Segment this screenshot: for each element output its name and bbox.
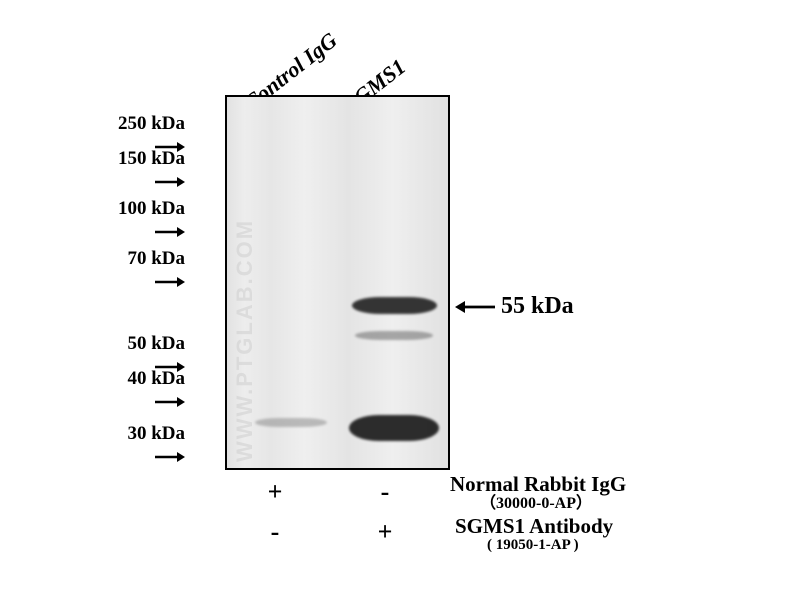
arrow-right-icon [155,226,185,238]
arrow-right-icon [155,176,185,188]
arrow-right-icon [155,396,185,408]
figure-container: Control IgG SGMS1 WWW.PTGLAB.COM 250 kDa… [95,15,705,575]
ladder-text: 100 kDa [118,198,185,219]
ladder-text: 30 kDa [127,423,185,444]
arrow-right-icon [155,276,185,288]
ladder-150: 150 kDa [95,148,185,192]
reagent-name: SGMS1 Antibody [455,514,613,538]
ladder-text: 40 kDa [127,368,185,389]
pm-r1c0: - [260,517,290,547]
pm-r0c0: + [260,477,290,507]
ladder-30: 30 kDa [95,423,185,467]
reagent-name: Normal Rabbit IgG [450,472,626,496]
ladder-text: 150 kDa [118,148,185,169]
reagent-normal-rabbit-igg: Normal Rabbit IgG （30000-0-AP） [450,473,626,513]
band-sgms1-30kda [349,415,439,441]
ladder-text: 70 kDa [127,248,185,269]
blot-membrane: WWW.PTGLAB.COM [225,95,450,470]
reagent-catalog: ( 19050-1-AP ) [455,538,613,554]
arrow-left-icon [455,300,495,314]
ladder-text: 50 kDa [127,333,185,354]
detected-text: 55 kDa [501,293,574,319]
reagent-catalog: （30000-0-AP） [450,496,626,513]
watermark-text: WWW.PTGLAB.COM [232,132,258,462]
ladder-text: 250 kDa [118,113,185,134]
arrow-right-icon [155,451,185,463]
ladder-40: 40 kDa [95,368,185,412]
pm-r0c1: - [370,477,400,507]
reagent-sgms1-antibody: SGMS1 Antibody ( 19050-1-AP ) [455,515,613,554]
band-sgms1-50kda-faint [355,331,433,340]
band-control-30kda-faint [255,418,327,427]
detected-band-label: 55 kDa [455,293,574,320]
ladder-70: 70 kDa [95,248,185,292]
pm-r1c1: + [370,517,400,547]
ladder-100: 100 kDa [95,198,185,242]
band-sgms1-55kda [352,297,437,314]
blot-background [227,97,448,468]
